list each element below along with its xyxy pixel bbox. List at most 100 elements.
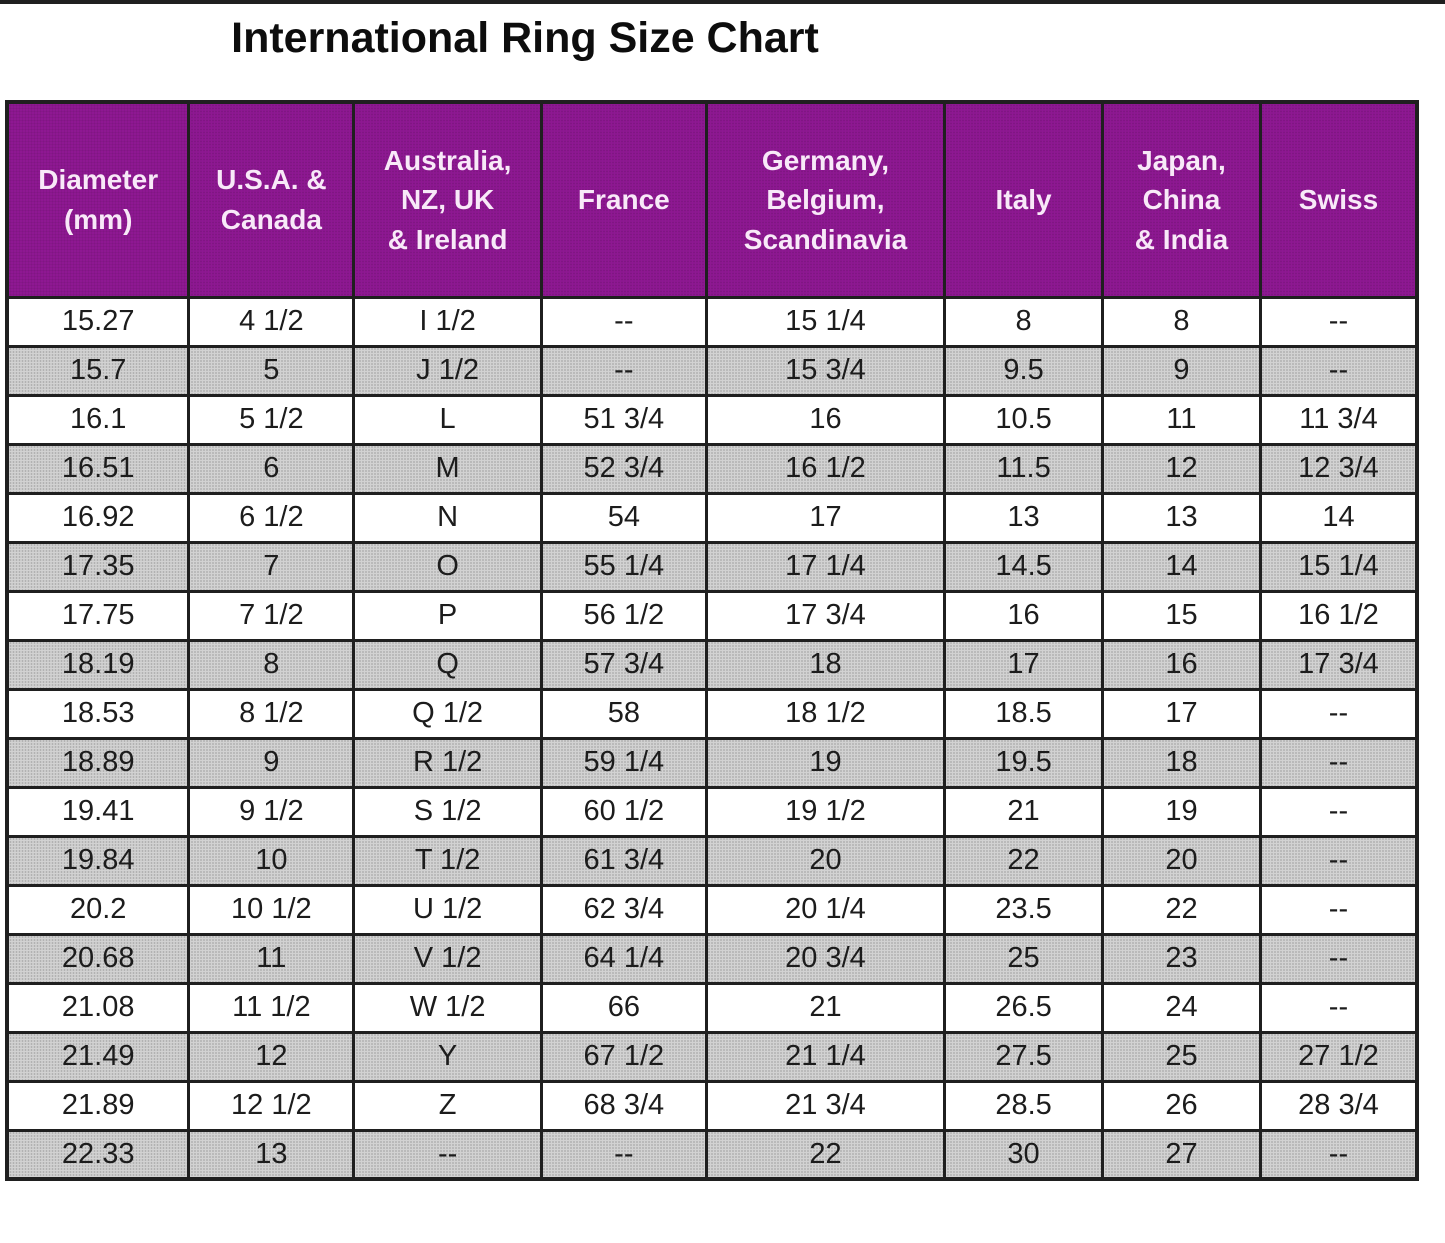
column-header: Italy bbox=[943, 100, 1105, 299]
table-row: 19.84 10 T 1/2 61 3/4 20 22 20 -- bbox=[5, 834, 1419, 887]
table-cell: R 1/2 bbox=[352, 736, 543, 789]
table-cell: 6 bbox=[187, 442, 356, 495]
table-cell: 20 bbox=[1101, 834, 1262, 887]
table-cell: 15 bbox=[1101, 589, 1262, 642]
table-cell: 18 bbox=[704, 638, 947, 691]
table-row: 18.19 8 Q 57 3/4 18 17 16 17 3/4 bbox=[5, 638, 1419, 691]
table-row: 18.53 8 1/2 Q 1/2 58 18 1/2 18.5 17 -- bbox=[5, 687, 1419, 740]
table-cell: 20.68 bbox=[5, 932, 191, 985]
table-cell: W 1/2 bbox=[352, 981, 543, 1034]
table-cell: 23 bbox=[1101, 932, 1262, 985]
table-cell: 20 1/4 bbox=[704, 883, 947, 936]
table-cell: 25 bbox=[1101, 1030, 1262, 1083]
table-cell: 9 bbox=[1101, 344, 1262, 397]
table-cell: 7 1/2 bbox=[187, 589, 356, 642]
table-cell: N bbox=[352, 491, 543, 544]
table-cell: 12 bbox=[187, 1030, 356, 1083]
table-row: 17.75 7 1/2 P 56 1/2 17 3/4 16 15 16 1/2 bbox=[5, 589, 1419, 642]
table-cell: 5 1/2 bbox=[187, 393, 356, 446]
table-cell: 22 bbox=[704, 1128, 947, 1181]
table-row: 21.08 11 1/2 W 1/2 66 21 26.5 24 -- bbox=[5, 981, 1419, 1034]
table-row: 15.27 4 1/2 I 1/2 -- 15 1/4 8 8 -- bbox=[5, 295, 1419, 348]
top-border-line bbox=[0, 0, 1445, 4]
table-cell: Q bbox=[352, 638, 543, 691]
table-cell: -- bbox=[1258, 736, 1419, 789]
table-cell: 27 bbox=[1101, 1128, 1262, 1181]
table-cell: 17 bbox=[1101, 687, 1262, 740]
table-cell: 21 1/4 bbox=[704, 1030, 947, 1083]
table-cell: 11 bbox=[1101, 393, 1262, 446]
table-header: Diameter (mm) U.S.A. & Canada Australia, N… bbox=[5, 100, 1419, 299]
table-cell: 17.35 bbox=[5, 540, 191, 593]
table-cell: -- bbox=[539, 1128, 708, 1181]
table-cell: 68 3/4 bbox=[539, 1079, 708, 1132]
table-cell: 58 bbox=[539, 687, 708, 740]
table-cell: 57 3/4 bbox=[539, 638, 708, 691]
table-cell: 52 3/4 bbox=[539, 442, 708, 495]
table-cell: 10 1/2 bbox=[187, 883, 356, 936]
table-row: 16.51 6 M 52 3/4 16 1/2 11.5 12 12 3/4 bbox=[5, 442, 1419, 495]
table-cell: -- bbox=[1258, 785, 1419, 838]
table-cell: -- bbox=[1258, 1128, 1419, 1181]
table-cell: -- bbox=[1258, 932, 1419, 985]
table-cell: 17 3/4 bbox=[1258, 638, 1419, 691]
column-header: France bbox=[539, 100, 708, 299]
table-cell: -- bbox=[1258, 344, 1419, 397]
table-cell: 66 bbox=[539, 981, 708, 1034]
ring-size-table: Diameter (mm) U.S.A. & Canada Australia, N… bbox=[5, 100, 1419, 1182]
table-cell: 13 bbox=[943, 491, 1105, 544]
table-cell: 9 1/2 bbox=[187, 785, 356, 838]
table-cell: 9.5 bbox=[943, 344, 1105, 397]
table-row: 16.92 6 1/2 N 54 17 13 13 14 bbox=[5, 491, 1419, 544]
table-cell: 12 bbox=[1101, 442, 1262, 495]
table-cell: 19 1/2 bbox=[704, 785, 947, 838]
table-cell: 19 bbox=[1101, 785, 1262, 838]
table-cell: S 1/2 bbox=[352, 785, 543, 838]
table-cell: 30 bbox=[943, 1128, 1105, 1181]
table-cell: -- bbox=[1258, 883, 1419, 936]
table-cell: 15.27 bbox=[5, 295, 191, 348]
table-cell: 7 bbox=[187, 540, 356, 593]
table-cell: 17 bbox=[943, 638, 1105, 691]
table-cell: -- bbox=[1258, 687, 1419, 740]
table-cell: 8 bbox=[187, 638, 356, 691]
table-cell: 20 3/4 bbox=[704, 932, 947, 985]
table-cell: 17.75 bbox=[5, 589, 191, 642]
table-cell: U 1/2 bbox=[352, 883, 543, 936]
table-row: 19.41 9 1/2 S 1/2 60 1/2 19 1/2 21 19 -- bbox=[5, 785, 1419, 838]
table-cell: V 1/2 bbox=[352, 932, 543, 985]
table-cell: -- bbox=[539, 344, 708, 397]
table-cell: 28 3/4 bbox=[1258, 1079, 1419, 1132]
table-cell: 14 bbox=[1258, 491, 1419, 544]
table-cell: O bbox=[352, 540, 543, 593]
table-row: 18.89 9 R 1/2 59 1/4 19 19.5 18 -- bbox=[5, 736, 1419, 789]
table-cell: 17 bbox=[704, 491, 947, 544]
table-cell: T 1/2 bbox=[352, 834, 543, 887]
table-row: 17.35 7 O 55 1/4 17 1/4 14.5 14 15 1/4 bbox=[5, 540, 1419, 593]
table-cell: 8 bbox=[1101, 295, 1262, 348]
table-cell: 21.49 bbox=[5, 1030, 191, 1083]
table-cell: 27 1/2 bbox=[1258, 1030, 1419, 1083]
table-cell: 16 bbox=[943, 589, 1105, 642]
column-header: Swiss bbox=[1258, 100, 1419, 299]
table-cell: 18.5 bbox=[943, 687, 1105, 740]
table-cell: 22.33 bbox=[5, 1128, 191, 1181]
table-cell: 16.92 bbox=[5, 491, 191, 544]
table-cell: 12 3/4 bbox=[1258, 442, 1419, 495]
table-cell: 19 bbox=[704, 736, 947, 789]
table-cell: J 1/2 bbox=[352, 344, 543, 397]
table-cell: 18 bbox=[1101, 736, 1262, 789]
table-cell: 14 bbox=[1101, 540, 1262, 593]
table-cell: 20.2 bbox=[5, 883, 191, 936]
table-cell: Z bbox=[352, 1079, 543, 1132]
table-row: 22.33 13 -- -- 22 30 27 -- bbox=[5, 1128, 1419, 1181]
table-cell: 8 bbox=[943, 295, 1105, 348]
table-cell: 18 1/2 bbox=[704, 687, 947, 740]
table-cell: Y bbox=[352, 1030, 543, 1083]
column-header: Australia, NZ, UK & Ireland bbox=[352, 100, 543, 299]
table-cell: 13 bbox=[1101, 491, 1262, 544]
table-cell: 60 1/2 bbox=[539, 785, 708, 838]
table-cell: 27.5 bbox=[943, 1030, 1105, 1083]
table-cell: 18.53 bbox=[5, 687, 191, 740]
table-cell: 11 1/2 bbox=[187, 981, 356, 1034]
